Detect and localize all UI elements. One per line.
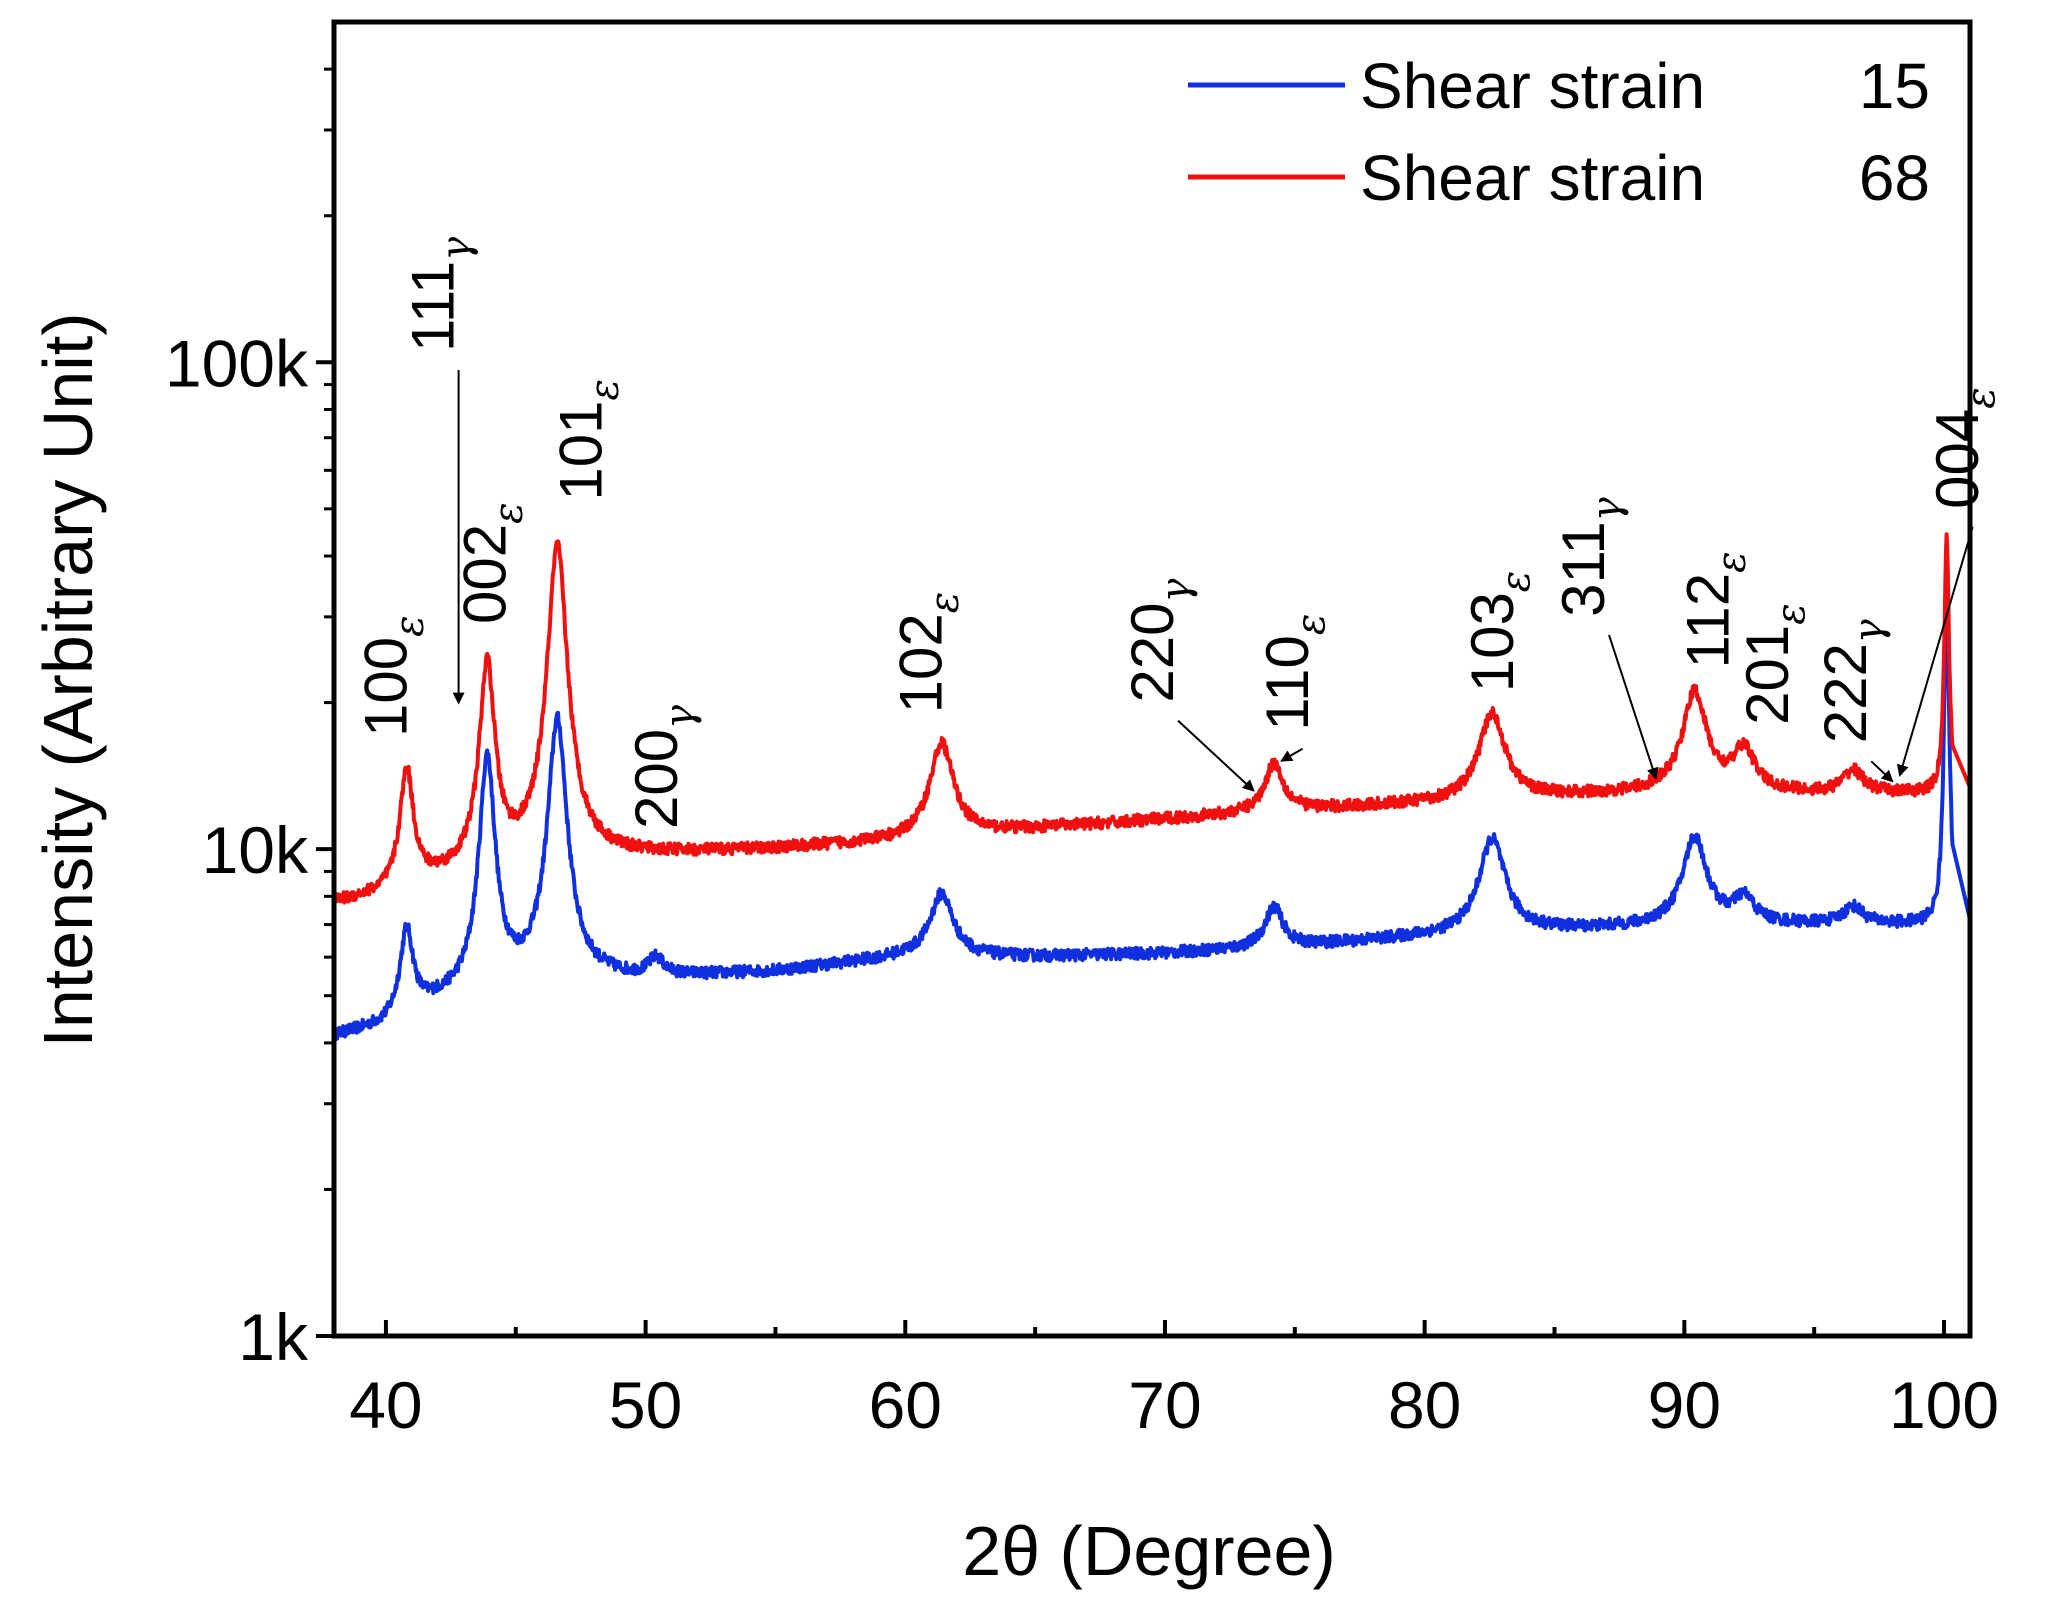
peak-label: 222γ xyxy=(1812,619,1892,743)
series-line-0 xyxy=(334,577,1970,1041)
x-tick-label: 100 xyxy=(1889,1368,1999,1442)
series-line-1 xyxy=(334,532,1970,905)
peak-label: 103ε xyxy=(1459,571,1539,693)
peak-label: 002ε xyxy=(451,502,531,624)
peak-phase: γ xyxy=(1153,578,1199,602)
peak-index: 002 xyxy=(451,524,518,624)
peak-phase: γ xyxy=(1584,497,1630,521)
peak-index: 222 xyxy=(1812,643,1879,743)
peak-phase: ε xyxy=(1958,387,2004,408)
peak-index: 101 xyxy=(548,400,615,500)
peak-phase: ε xyxy=(922,592,968,613)
peak-phase: ε xyxy=(1493,571,1539,592)
x-tick-label: 40 xyxy=(349,1368,422,1442)
peak-index: 311 xyxy=(1550,521,1617,617)
peak-phase: ε xyxy=(1768,603,1814,624)
x-tick-label: 60 xyxy=(869,1368,942,1442)
peak-index: 103 xyxy=(1459,592,1526,692)
legend-label: Shear strain xyxy=(1360,50,1705,122)
peak-phase: γ xyxy=(1846,619,1892,643)
x-tick-label: 80 xyxy=(1388,1368,1461,1442)
peak-index: 112 xyxy=(1675,573,1742,669)
peak-index: 200 xyxy=(623,729,690,829)
peak-phase: γ xyxy=(657,705,703,729)
peak-index: 201 xyxy=(1734,625,1801,725)
peak-phase: ε xyxy=(1288,614,1334,635)
legend: Shear strain 15 Shear strain 68 xyxy=(1188,50,1930,214)
peak-label: 220γ xyxy=(1119,578,1199,702)
peak-index: 004 xyxy=(1924,409,1991,509)
peak-arrow xyxy=(1870,760,1894,783)
y-axis-title: Intensity (Arbitrary Unit) xyxy=(29,312,107,1047)
y-axis: 1k 10k 100k xyxy=(165,67,334,1374)
peak-index: 102 xyxy=(888,613,955,713)
peak-label: 100ε xyxy=(353,615,433,737)
y-tick-label: 1k xyxy=(238,1300,309,1374)
peak-phase: ε xyxy=(485,502,531,523)
peak-phase: ε xyxy=(582,379,628,400)
legend-value: 68 xyxy=(1859,142,1930,214)
peak-label: 004ε xyxy=(1924,387,2004,509)
peak-index: 110 xyxy=(1254,635,1321,731)
peak-label: 111γ xyxy=(400,237,480,352)
y-tick-label: 10k xyxy=(202,813,309,887)
x-axis-title: 2θ (Degree) xyxy=(962,1512,1336,1590)
peak-phase: ε xyxy=(387,615,433,636)
peak-arrow xyxy=(1896,526,1974,777)
x-tick-label: 90 xyxy=(1648,1368,1721,1442)
peak-phase: γ xyxy=(434,237,480,261)
peak-index: 220 xyxy=(1119,602,1186,702)
plot-frame xyxy=(331,19,1973,1339)
legend-label: Shear strain xyxy=(1360,142,1705,214)
peak-label: 101ε xyxy=(548,379,628,501)
peak-index: 100 xyxy=(353,637,420,737)
peak-label: 110ε xyxy=(1254,614,1334,731)
x-tick-label: 70 xyxy=(1128,1368,1201,1442)
peak-phase: ε xyxy=(1709,551,1755,572)
peak-arrow xyxy=(1608,634,1659,780)
legend-value: 15 xyxy=(1859,50,1930,122)
peak-label: 201ε xyxy=(1734,603,1814,725)
y-tick-label: 100k xyxy=(165,326,309,400)
peak-label: 311γ xyxy=(1550,497,1630,617)
x-axis: 40 50 60 70 80 90 100 xyxy=(349,1320,1999,1442)
peak-label: 200γ xyxy=(623,705,703,829)
peak-arrow xyxy=(1177,719,1255,792)
peak-label: 102ε xyxy=(888,592,968,714)
x-tick-label: 50 xyxy=(609,1368,682,1442)
peak-index: 111 xyxy=(400,261,467,352)
peak-arrow xyxy=(1280,747,1304,762)
peak-label: 112ε xyxy=(1675,551,1755,668)
